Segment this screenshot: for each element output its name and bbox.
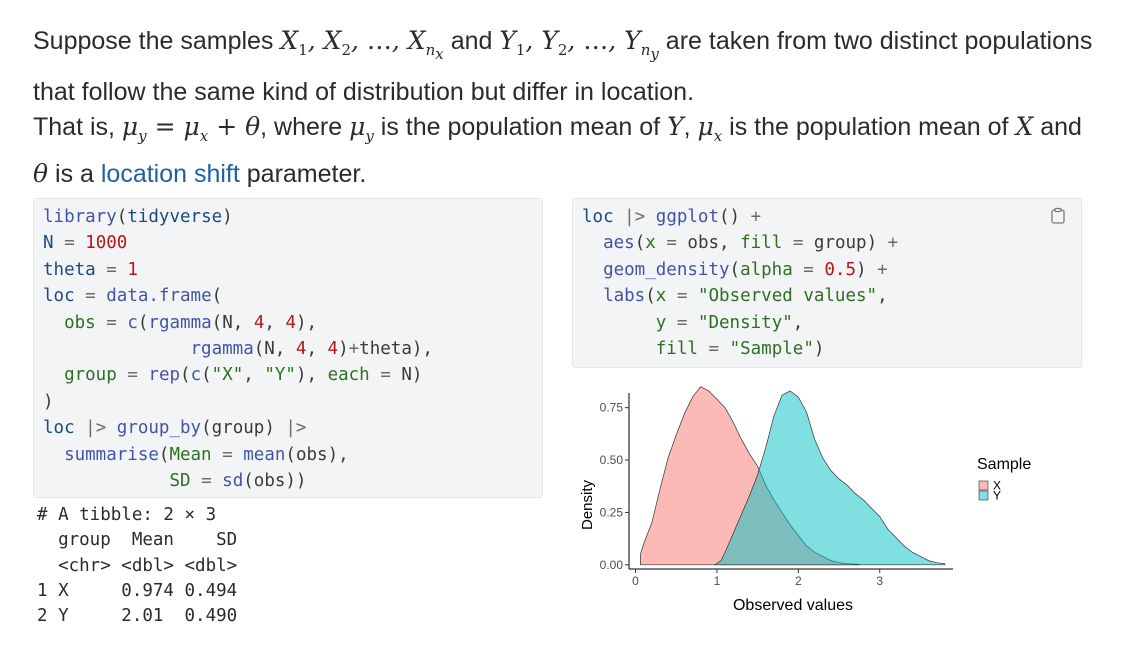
code-block-left: library(tidyverse) N = 1000 theta = 1 lo… — [33, 198, 543, 498]
tibble-types: <chr> <dbl> <dbl> — [37, 555, 238, 576]
y-tick-label: 0.50 — [600, 453, 624, 467]
intro-text: , where — [260, 113, 350, 141]
legend-label: Y — [993, 489, 1001, 503]
y-axis-label: Density — [579, 479, 596, 530]
legend-label: X — [993, 479, 1001, 493]
intro-text: parameter. — [239, 160, 367, 188]
intro-text: is a — [48, 160, 101, 188]
math-x-samples: X1, X2, …, Xnx — [280, 26, 444, 63]
legend-key-x — [978, 480, 989, 491]
tibble-row: 2 Y 2.01 0.490 — [37, 606, 238, 627]
intro-text: and — [1033, 113, 1082, 141]
math-location-equation: μy = μx + θ — [121, 112, 261, 145]
math-mu-y: μy — [349, 112, 374, 145]
math-mu-x: μx — [697, 112, 723, 145]
intro-text: is the population mean of — [722, 113, 1016, 141]
intro-text: , — [683, 113, 698, 141]
intro-text: are taken from two distinct populations … — [33, 27, 1093, 106]
y-tick-label: 0.00 — [600, 558, 624, 572]
legend: XY — [978, 479, 1001, 503]
console-output: # A tibble: 2 × 3 group Mean SD <chr> <d… — [37, 503, 237, 629]
x-tick-label: 2 — [795, 574, 802, 588]
intro-text: and — [443, 27, 500, 55]
x-axis-label: Observed values — [733, 597, 853, 614]
y-tick-label: 0.25 — [600, 505, 624, 519]
tibble-row: 1 X 0.974 0.494 — [37, 580, 238, 601]
code-text: loc |> ggplot() + aes(x = obs, fill = gr… — [582, 207, 899, 360]
intro-text: That is, — [33, 113, 122, 141]
tibble-comment: # A tibble: 2 × 3 — [37, 505, 217, 525]
math-theta: θ — [33, 159, 49, 188]
clipboard-icon[interactable] — [1049, 207, 1067, 225]
location-shift-link[interactable]: location shift — [100, 160, 240, 188]
plot-area: 0.00 0.25 0.50 0.75 0 1 2 3 — [600, 386, 953, 588]
math-y: Y — [667, 112, 684, 141]
intro-paragraph-2: That is, μy = μx + θ, where μy is the po… — [33, 108, 1093, 193]
x-tick-label: 0 — [632, 574, 639, 588]
density-chart: Density 0.00 0.25 0.50 0.75 0 1 2 3 Observed va… — [579, 386, 1031, 614]
math-x: X — [1015, 112, 1034, 141]
legend-key-y — [978, 490, 989, 501]
x-tick-label: 3 — [876, 574, 883, 588]
density-area-y — [714, 390, 946, 566]
code-text: library(tidyverse) N = 1000 theta = 1 lo… — [43, 207, 433, 492]
code-block-right: loc |> ggplot() + aes(x = obs, fill = gr… — [572, 198, 1082, 368]
legend-title: Sample — [977, 456, 1031, 473]
y-tick-label: 0.75 — [600, 401, 624, 415]
tibble-header: group Mean SD — [37, 530, 238, 551]
x-tick-label: 1 — [714, 574, 721, 588]
intro-text: is the population mean of — [373, 113, 668, 141]
intro-paragraph-1: Suppose the samples X1, X2, …, Xnx and Y… — [33, 22, 1093, 111]
intro-text: Suppose the samples — [33, 27, 281, 55]
math-y-samples: Y1, Y2, …, Yny — [499, 26, 659, 63]
